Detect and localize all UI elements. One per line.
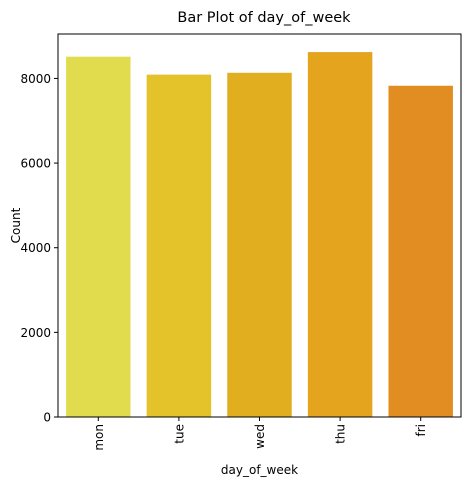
- bar-fri: [388, 85, 453, 417]
- bar-mon: [66, 56, 131, 418]
- y-tick-label: 0: [43, 411, 51, 425]
- y-tick-label: 2000: [20, 326, 51, 340]
- bar-tue: [146, 74, 212, 417]
- x-tick-label: thu: [334, 424, 348, 444]
- y-axis-label: Count: [9, 207, 23, 243]
- bar-thu: [307, 52, 373, 417]
- y-tick-label: 6000: [20, 157, 51, 171]
- y-axis: 0 2000 4000 6000 8000: [20, 72, 58, 425]
- bars-group: [66, 52, 453, 418]
- x-tick-label: wed: [253, 424, 267, 449]
- x-tick-label: tue: [172, 424, 186, 444]
- x-axis-label: day_of_week: [221, 463, 298, 477]
- chart-title: Bar Plot of day_of_week: [177, 10, 351, 26]
- x-tick-label: fri: [414, 424, 428, 437]
- x-tick-label: mon: [92, 424, 106, 451]
- y-tick-label: 4000: [20, 241, 51, 255]
- bar-wed: [227, 72, 292, 417]
- x-axis: mon tue wed thu fri: [92, 417, 428, 451]
- y-tick-label: 8000: [20, 72, 51, 86]
